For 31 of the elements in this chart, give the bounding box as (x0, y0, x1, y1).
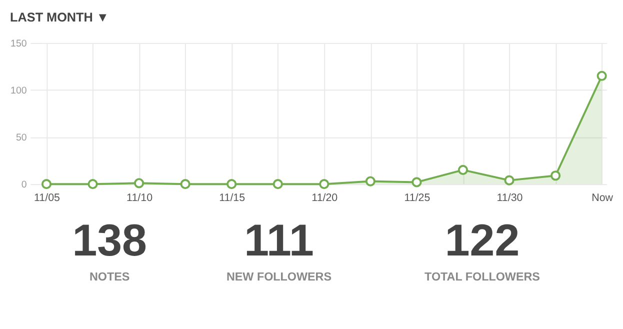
point (134, 178, 144, 188)
point (272, 179, 283, 190)
x-tick-label: 11/10 (126, 192, 153, 204)
y-tick-label: 50 (16, 132, 28, 144)
x-tick-label: 11/30 (496, 192, 523, 204)
y-tick-label: 0 (21, 180, 28, 191)
point (365, 176, 376, 186)
point (41, 179, 52, 190)
text: NOTES (90, 270, 130, 284)
y-tick-label: 150 (10, 38, 28, 50)
text: 138 (72, 215, 147, 266)
text: 122 (444, 215, 520, 266)
x-tick-label: 11/20 (312, 192, 338, 204)
point (88, 179, 98, 190)
point (458, 164, 468, 176)
text: TOTAL FOLLOWERS (424, 270, 540, 284)
point (319, 179, 330, 190)
text: 111 (244, 215, 314, 266)
point (550, 170, 561, 181)
point (504, 175, 514, 186)
chart-title: LAST MONTH ▼ (10, 10, 109, 25)
point (226, 179, 237, 190)
x-tick-label: 11/05 (34, 192, 60, 204)
x-tick-label: 11/15 (219, 192, 246, 204)
point (180, 179, 190, 190)
text: NEW FOLLOWERS (226, 270, 332, 284)
point (412, 177, 422, 188)
x-tick-label: 11/25 (404, 192, 430, 204)
x-tick-label: Now (592, 192, 614, 204)
point (596, 70, 607, 81)
y-tick-label: 100 (10, 85, 28, 96)
